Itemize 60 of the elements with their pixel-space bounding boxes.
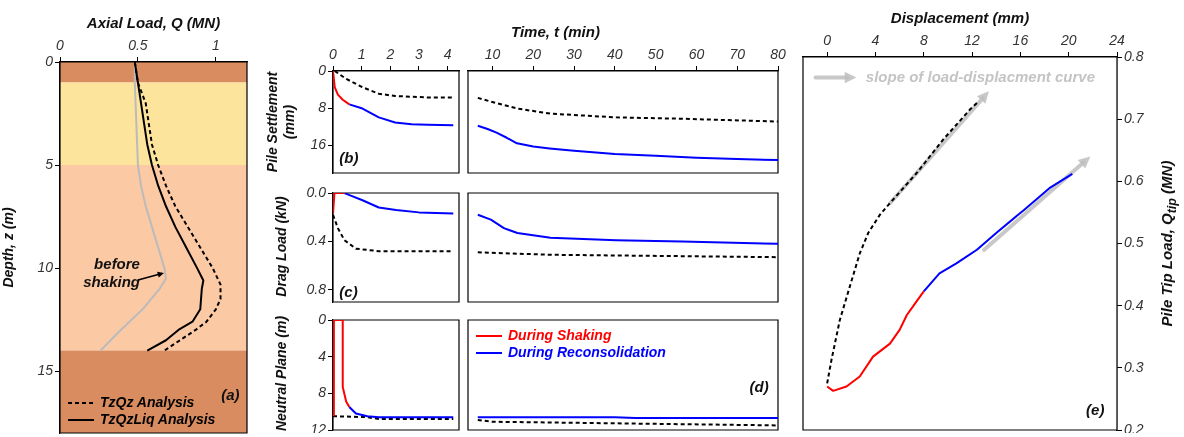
x-tick-label: 50 <box>647 46 664 63</box>
x-axis-title: Time, t (min) <box>510 23 601 40</box>
x-axis-title: Axial Load, Q (MN) <box>85 14 222 31</box>
y-axis-title: Drag Load (kN) <box>272 194 290 299</box>
x-tick-label: 24 <box>1108 32 1125 49</box>
x-tick-label: 0 <box>823 32 832 49</box>
annotation: (c) <box>339 283 358 301</box>
y-tick-label: 8 <box>318 98 327 115</box>
y-tick-label: 16 <box>310 136 327 153</box>
legend-label: During Reconsolidation <box>508 343 666 360</box>
y-tick-label: 4 <box>318 347 327 364</box>
x-tick-label: 20 <box>1059 32 1077 49</box>
x-tick-label: 4 <box>871 32 880 49</box>
x-tick-label: 0 <box>56 37 65 54</box>
y-tick-label: 0.0 <box>306 183 327 200</box>
y-tick-label: 0 <box>318 61 327 78</box>
x-tick-label: 1 <box>211 37 220 54</box>
annotation: (d) <box>749 378 769 396</box>
x-tick-label: 12 <box>964 32 981 49</box>
annotation: (b) <box>339 148 359 166</box>
annotation: (e) <box>1086 401 1105 419</box>
x-axis-title: Displacement (mm) <box>889 9 1031 26</box>
y2-tick-label: 0.3 <box>1124 358 1144 375</box>
y2-tick-label: 0.4 <box>1124 296 1144 313</box>
y-tick-label: 0 <box>318 310 327 327</box>
y-tick-label: 0.8 <box>306 280 327 297</box>
y-tick-label: 0.4 <box>306 232 327 249</box>
x-tick-label: 3 <box>415 46 424 63</box>
y-tick-label: 12 <box>310 420 327 437</box>
x-tick-label: 70 <box>729 46 746 63</box>
legend-label: TzQzLiq Analysis <box>100 410 216 427</box>
x-tick-label: 60 <box>688 46 705 63</box>
legend-label: TzQz Analysis <box>100 393 195 410</box>
x-tick-label: 2 <box>385 46 395 63</box>
x-tick-label: 80 <box>770 46 786 63</box>
x-tick-label: 30 <box>566 46 583 63</box>
y2-tick-label: 0.8 <box>1124 47 1144 64</box>
y-tick-label: 10 <box>37 259 54 275</box>
y2-tick-label: 0.6 <box>1124 172 1144 189</box>
x-tick-label: 16 <box>1012 32 1029 49</box>
y-axis-title: Neutral Plane (m) <box>272 314 290 434</box>
annotation: (a) <box>221 386 240 404</box>
annotation: slope of load-displacment curve <box>865 67 1096 85</box>
x-tick-label: 20 <box>524 46 542 63</box>
x-tick-label: 0.5 <box>128 37 148 54</box>
y-tick-label: 15 <box>37 362 54 379</box>
x-tick-label: 8 <box>919 32 928 49</box>
x-tick-label: 0 <box>329 46 338 63</box>
x-tick-label: 10 <box>484 46 501 63</box>
y-tick-label: 5 <box>45 155 54 172</box>
x-tick-label: 4 <box>443 46 452 63</box>
y-axis-title: Depth, z (m) <box>0 206 17 290</box>
annotation: before shaking <box>83 255 140 291</box>
legend-label: During Shaking <box>508 326 612 343</box>
y-tick-label: 8 <box>318 384 327 401</box>
x-tick-label: 40 <box>607 46 623 63</box>
y-axis-title: Pile Settlement (mm) <box>264 70 298 175</box>
y2-tick-label: 0.5 <box>1124 234 1144 251</box>
x-tick-label: 1 <box>357 46 366 63</box>
y2-tick-label: 0.7 <box>1124 110 1145 127</box>
